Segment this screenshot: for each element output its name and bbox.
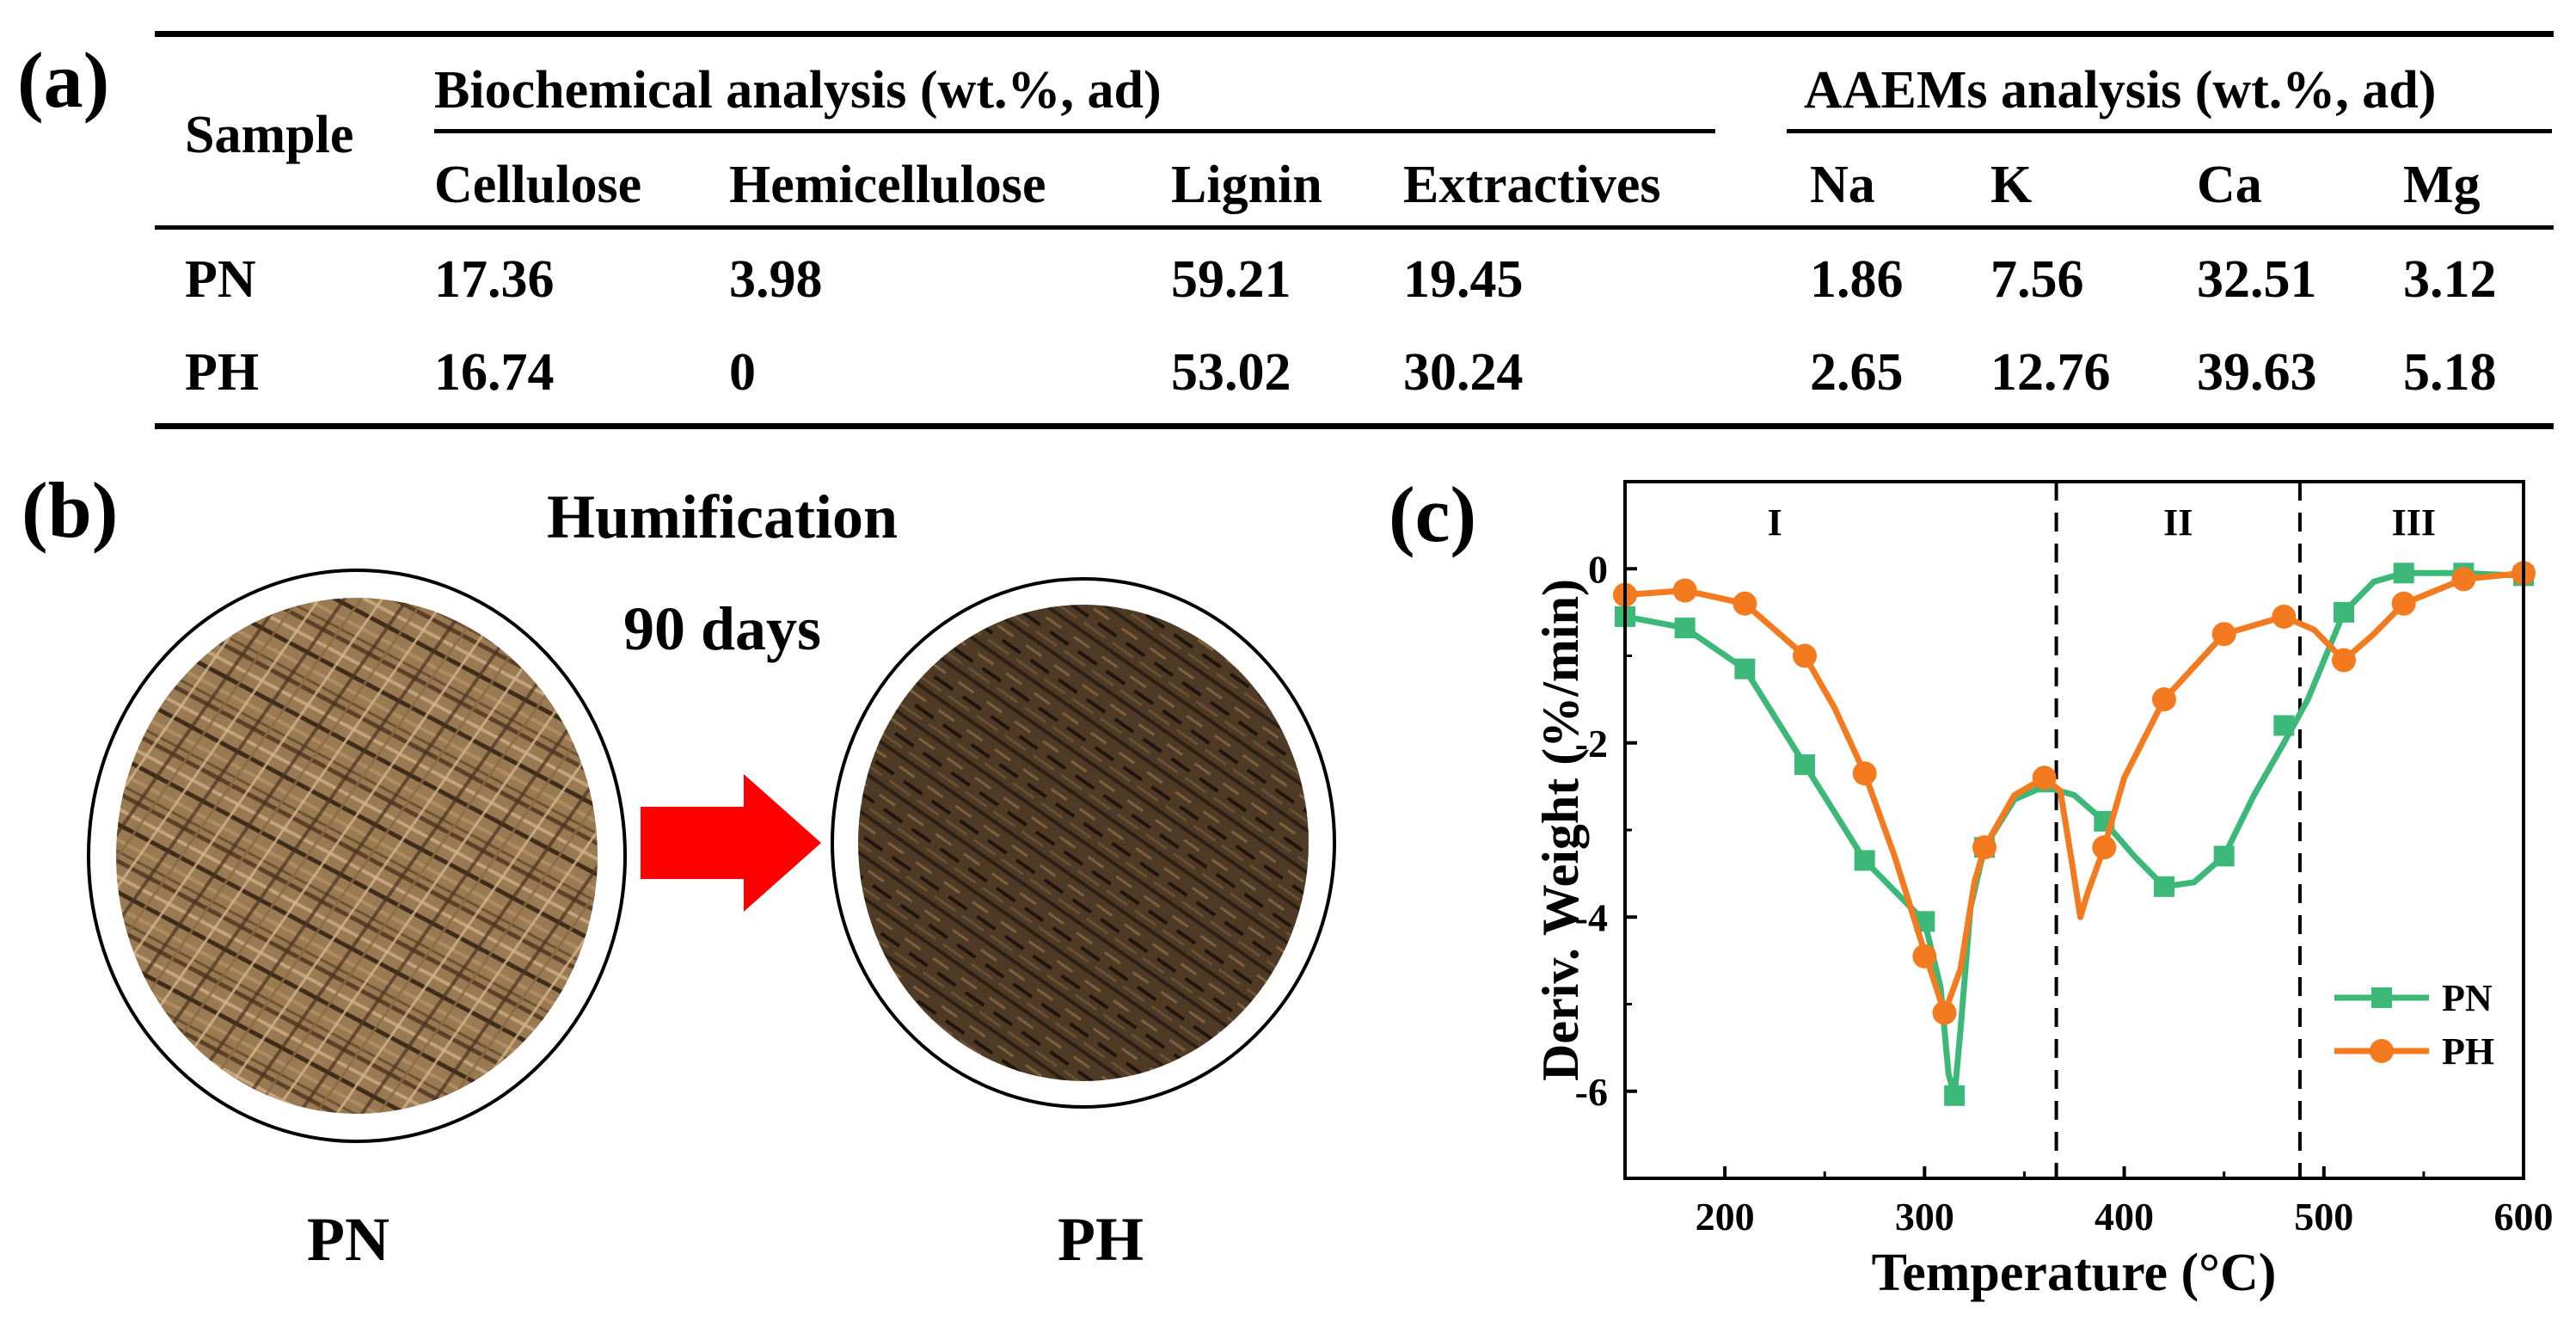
pine-needle-photo-pn (87, 569, 627, 1143)
table-group-header-aaems: AAEMs analysis (wt.%, ad) (1804, 61, 2437, 120)
data-point (1932, 1000, 1957, 1025)
table-col-mg: Mg (2403, 156, 2481, 214)
table-cell: 59.21 (1171, 250, 1291, 309)
data-point (1794, 754, 1815, 776)
data-point (1944, 1085, 1966, 1106)
data-point (2451, 567, 2476, 592)
series-pn (1615, 562, 2534, 1106)
stage-label: I (1768, 501, 1782, 544)
table-col-ca: Ca (2197, 156, 2262, 214)
table-col-k: K (1990, 156, 2033, 214)
table-cell: 0 (729, 343, 756, 402)
data-point (2370, 1039, 2394, 1063)
x-tick-label: 600 (2494, 1195, 2554, 1239)
table-cell: 19.45 (1403, 250, 1524, 309)
table-cell: 3.98 (729, 250, 823, 309)
y-tick-label: -6 (1575, 1070, 1608, 1114)
table-col-extractives: Extractives (1403, 156, 1661, 214)
right-arrow-icon (641, 774, 821, 912)
legend-label: PH (2442, 1030, 2494, 1073)
legend-label: PN (2442, 977, 2493, 1019)
table-group-rule-biochem (434, 129, 1715, 133)
stage-label: III (2392, 501, 2436, 544)
table-bottom-rule (155, 423, 2554, 429)
humification-label: Humification (547, 483, 898, 551)
x-tick-label: 400 (2095, 1195, 2154, 1239)
table-cell: 17.36 (434, 250, 555, 309)
table-cell: 30.24 (1403, 343, 1524, 402)
table-cell: 53.02 (1171, 343, 1291, 402)
data-point (1854, 850, 1875, 871)
table-col-cellulose: Cellulose (434, 156, 642, 214)
data-point (2213, 845, 2235, 867)
table-cell: 39.63 (2197, 343, 2317, 402)
table-cell: 7.56 (1990, 250, 2084, 309)
table-col-hemicellulose: Hemicellulose (729, 156, 1046, 214)
table-cell: 5.18 (2403, 343, 2497, 402)
x-tick-label: 300 (1895, 1195, 1954, 1239)
table-group-header-biochem: Biochemical analysis (wt.%, ad) (434, 61, 1162, 120)
data-point (2272, 604, 2297, 629)
data-point (1733, 591, 1757, 616)
humification-duration: 90 days (623, 594, 822, 663)
data-point (2273, 715, 2295, 736)
table-cell: 12.76 (1990, 343, 2111, 402)
y-tick-label: 0 (1588, 547, 1608, 591)
table-header-rule (155, 225, 2554, 230)
data-point (2332, 648, 2356, 673)
table-col-na: Na (1810, 156, 1875, 214)
table-row-sample: PH (185, 343, 260, 402)
chart-legend: PN PH (2334, 977, 2494, 1073)
table-cell: 16.74 (434, 343, 555, 402)
table-cell: 1.86 (1810, 250, 1904, 309)
panel-label-c: (c) (1389, 470, 1477, 558)
data-point (2334, 601, 2354, 623)
plot-frame (1623, 480, 2525, 1180)
y-tick-label: -2 (1575, 722, 1608, 765)
data-point (1912, 944, 1937, 968)
y-tick-label: -4 (1575, 895, 1608, 939)
data-point (1734, 658, 1756, 679)
series-line (1624, 569, 2524, 1099)
data-point (2152, 687, 2176, 712)
data-point (1852, 761, 1877, 786)
chart-x-axis-label: Temperature (°C) (1872, 1244, 2277, 1302)
data-point (2092, 835, 2117, 860)
data-point (2032, 765, 2057, 790)
series-line (1624, 569, 2524, 1017)
data-point (1972, 835, 1996, 860)
table-row-sample: PN (185, 250, 256, 309)
sample-label-pn: PN (307, 1205, 389, 1274)
table-top-rule (155, 31, 2554, 37)
data-point (2371, 987, 2392, 1008)
stage-label: II (2163, 501, 2193, 544)
panel-label-a: (a) (17, 36, 110, 124)
table-cell: 3.12 (2403, 250, 2497, 309)
pine-needle-photo-ph (831, 577, 1336, 1109)
sample-label-ph: PH (1058, 1205, 1144, 1274)
panel-label-b: (b) (21, 466, 119, 554)
table-cell: 2.65 (1810, 343, 1904, 402)
chart-y-axis-label: Deriv. Weight (%/min) (1532, 579, 1589, 1081)
data-point (2154, 876, 2174, 897)
table-cell: 32.51 (2197, 250, 2317, 309)
series-ph (1613, 561, 2536, 1025)
data-point (2391, 591, 2416, 616)
data-point (1674, 618, 1696, 639)
data-point (2393, 562, 2414, 584)
data-point (1793, 643, 1817, 668)
x-tick-label: 200 (1696, 1195, 1755, 1239)
x-tick-label: 500 (2294, 1195, 2353, 1239)
table-group-rule-aaems (1787, 129, 2552, 133)
data-point (1672, 578, 1697, 603)
table-header-sample: Sample (185, 106, 354, 164)
data-point (2211, 622, 2236, 647)
table-col-lignin: Lignin (1171, 156, 1322, 214)
